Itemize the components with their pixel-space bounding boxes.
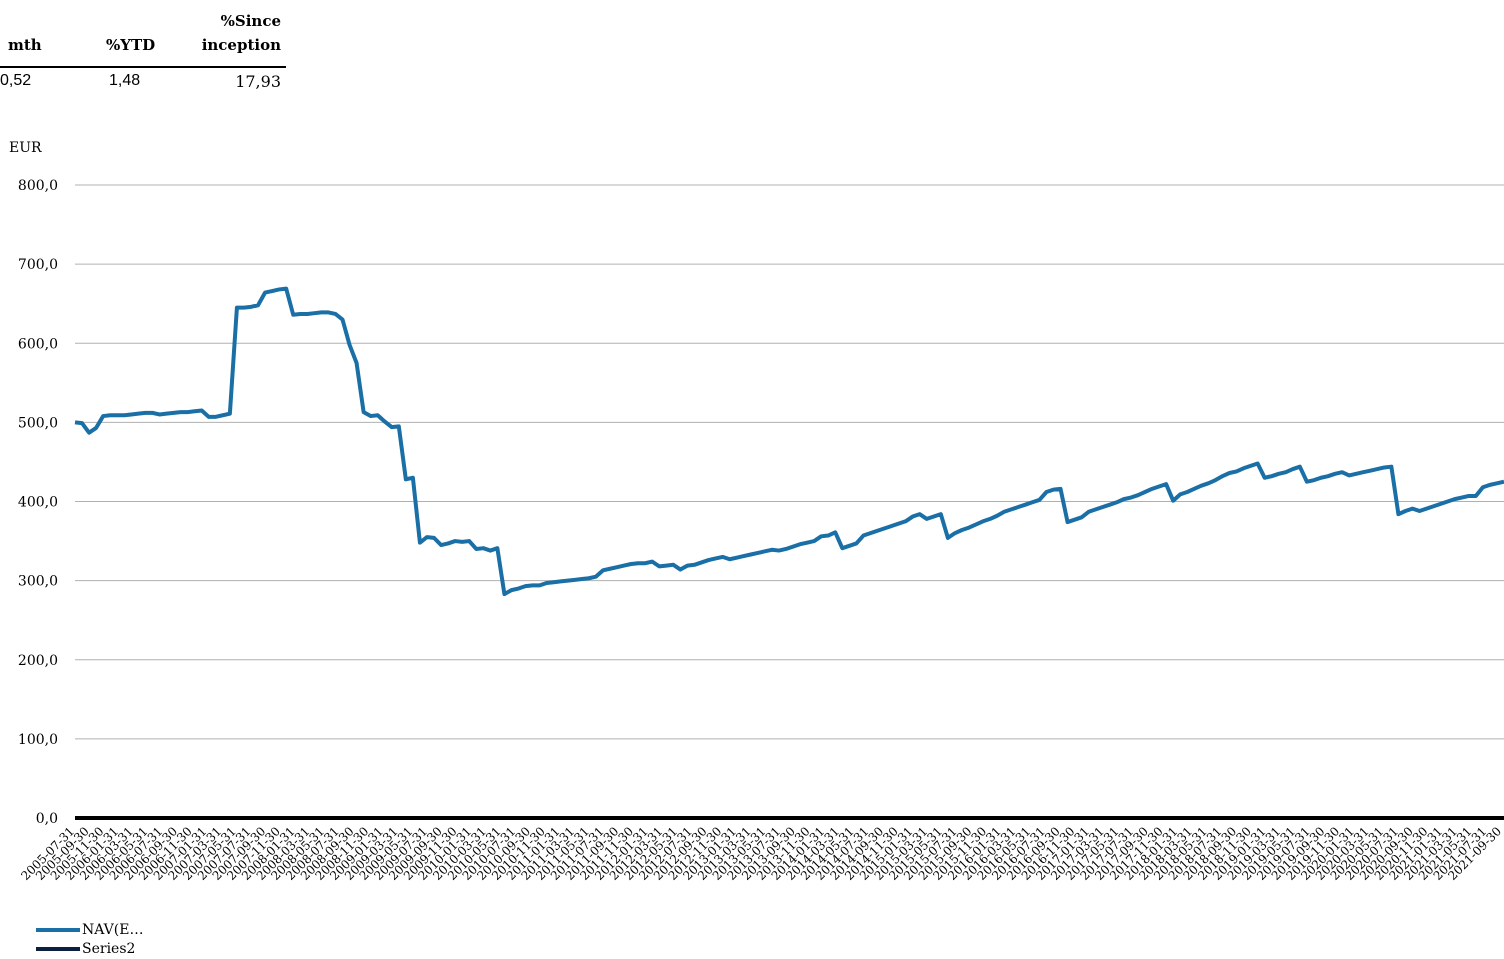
performance-table-header: mth %YTD %Since inception (0, 8, 286, 58)
y-axis-label: EUR (9, 140, 42, 156)
legend-item-series2: Series2 (36, 939, 143, 958)
legend-swatch-series2 (36, 946, 80, 951)
header-mth: mth (8, 36, 42, 54)
series-lines (74, 286, 1504, 820)
value-ytd: 1,48 (109, 72, 141, 89)
legend-label-nav: NAV(E… (82, 921, 144, 938)
legend-swatch-nav (36, 927, 80, 932)
y-tick-label: 100,0 (18, 732, 58, 748)
value-mth: 0,52 (0, 72, 32, 89)
y-tick-label: 200,0 (18, 653, 58, 669)
value-since-inception: 17,93 (235, 72, 281, 91)
y-tick-label: 700,0 (18, 257, 58, 273)
gridlines (75, 184, 1504, 740)
header-since-line2: inception (201, 36, 281, 54)
performance-values-row: 0,52 1,48 17,93 (0, 72, 286, 94)
header-ytd: %YTD (106, 36, 156, 54)
legend: NAV(E… Series2 (36, 920, 143, 958)
y-tick-label: 400,0 (18, 495, 58, 511)
table-header-rule (0, 66, 286, 68)
y-tick-label: 0,0 (36, 811, 58, 827)
header-since-line1: %Since (220, 12, 281, 30)
y-tick-label: 600,0 (18, 336, 58, 352)
legend-item-nav: NAV(E… (36, 920, 143, 939)
x-tick-labels: 2005-07-312005-09-302005-11-302006-01-31… (18, 824, 1504, 883)
nav-series-line (74, 286, 1504, 597)
y-tick-label: 300,0 (18, 574, 58, 590)
performance-table: mth %YTD %Since inception 0,52 1,48 17,9… (0, 8, 286, 91)
y-tick-labels: 0,0 100,0 200,0 300,0 400,0 500,0 600,0 700,0 80… (18, 178, 58, 827)
legend-label-series2: Series2 (82, 940, 136, 957)
y-tick-label: 500,0 (18, 415, 58, 431)
y-tick-label: 800,0 (18, 178, 58, 194)
nav-line-chart: EUR 0,0 100,0 200,0 300,0 400,0 500,0 600,0 700… (9, 140, 1504, 883)
